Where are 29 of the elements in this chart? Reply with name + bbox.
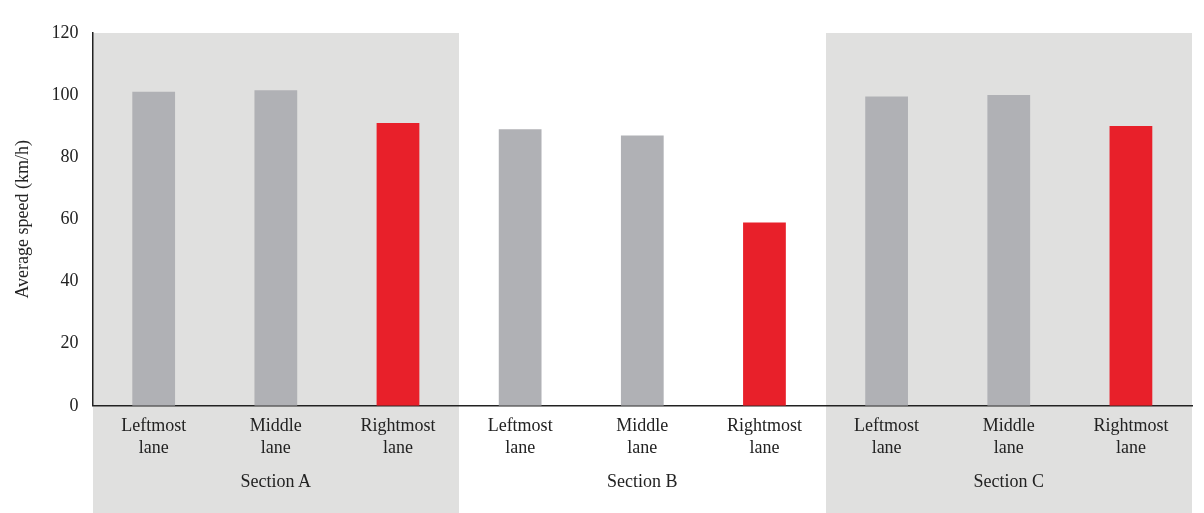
text: Section B: [607, 470, 678, 491]
y-tick-label: 40: [60, 270, 79, 291]
x-tick-label: Rightmost lane: [726, 415, 802, 457]
x-tick-label: Middle lane: [982, 415, 1035, 457]
x-tick-label: Leftmost lane: [487, 415, 553, 457]
y-tick-label: 20: [60, 332, 79, 353]
bar: [254, 90, 298, 406]
text: Section A: [240, 470, 312, 491]
bar: [987, 94, 1031, 406]
y-axis-title: Average speed (km/h): [11, 140, 33, 299]
bar: [132, 91, 176, 406]
x-tick-label: Middle lane: [249, 415, 302, 457]
x-tick-label: Leftmost lane: [854, 415, 920, 457]
x-tick-label: Rightmost lane: [1093, 415, 1169, 457]
y-tick-label: 60: [60, 208, 79, 229]
y-tick-label: 80: [60, 145, 79, 166]
x-tick-label: Rightmost lane: [360, 415, 436, 457]
bar: [620, 135, 664, 406]
x-tick-label: Middle lane: [616, 415, 669, 457]
bar: [376, 122, 420, 406]
bar: [498, 129, 542, 406]
bar: [865, 96, 908, 406]
bar: [1109, 126, 1153, 406]
y-tick-label: 100: [51, 83, 79, 104]
y-tick-label: 120: [51, 21, 79, 42]
y-tick-label: 0: [69, 394, 79, 415]
text: Section C: [973, 470, 1045, 491]
bar: [743, 222, 786, 406]
x-tick-label: Leftmost lane: [121, 415, 187, 457]
